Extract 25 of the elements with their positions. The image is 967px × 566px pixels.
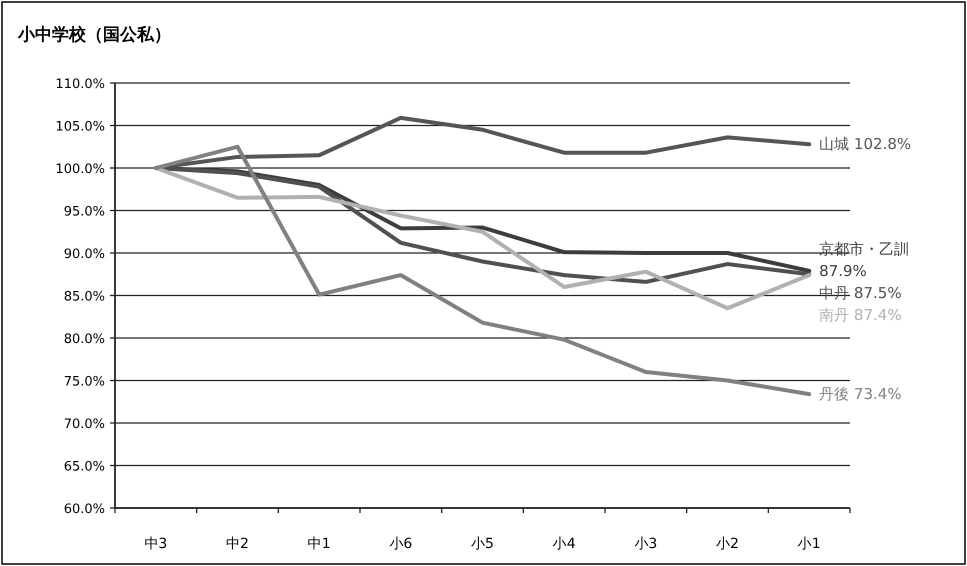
x-tick-label: 中1 (308, 536, 331, 552)
y-tick-label: 90.0% (64, 247, 105, 262)
y-tick-label: 95.0% (64, 204, 105, 220)
y-tick-label: 80.0% (64, 332, 105, 347)
y-tick-label: 85.0% (64, 290, 105, 304)
x-tick-label: 小4 (552, 536, 576, 552)
chart-title: 小中学校（国公私） (17, 25, 171, 45)
data-label: 87.9% (819, 262, 867, 280)
y-tick-label: 70.0% (64, 417, 105, 432)
x-tick-label: 小1 (798, 536, 821, 552)
y-tick-label: 65.0% (64, 460, 105, 474)
x-tick-label: 小6 (389, 536, 412, 552)
y-tick-label: 75.0% (64, 374, 105, 390)
text: 山城 102.8% (819, 135, 912, 154)
text: 丹後 73.4% (819, 385, 902, 404)
x-tick-label: 中3 (144, 536, 168, 552)
x-tick-label: 中2 (226, 536, 249, 552)
x-tick-label: 小2 (716, 536, 739, 552)
x-tick-label: 小3 (634, 536, 658, 552)
text: 南丹 87.4% (819, 306, 902, 324)
x-tick-label: 小5 (471, 536, 494, 552)
y-tick-label: 60.0% (64, 502, 105, 517)
y-tick-label: 105.0% (55, 120, 105, 134)
y-tick-label: 110.0% (55, 77, 105, 92)
y-tick-label: 100.0% (55, 162, 105, 177)
